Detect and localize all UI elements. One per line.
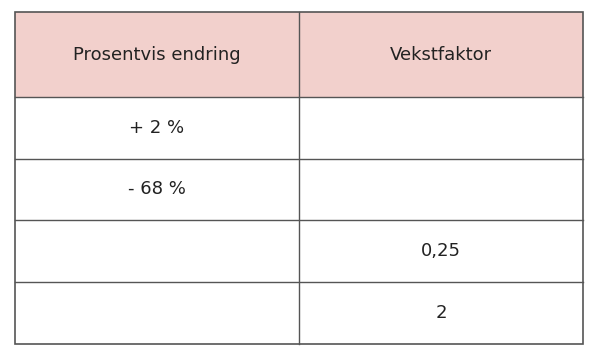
Bar <box>299 282 583 344</box>
Bar <box>299 97 583 158</box>
Text: - 68 %: - 68 % <box>128 180 186 198</box>
Text: Prosentvis endring: Prosentvis endring <box>73 46 241 64</box>
Bar <box>15 97 299 158</box>
Text: Vekstfaktor: Vekstfaktor <box>390 46 492 64</box>
Text: 0,25: 0,25 <box>421 242 461 260</box>
Bar <box>15 12 583 97</box>
Text: + 2 %: + 2 % <box>129 119 185 137</box>
Text: 2: 2 <box>435 304 447 322</box>
Bar <box>299 220 583 282</box>
Bar <box>299 158 583 220</box>
Bar <box>15 282 299 344</box>
Bar <box>15 158 299 220</box>
Bar <box>15 220 299 282</box>
